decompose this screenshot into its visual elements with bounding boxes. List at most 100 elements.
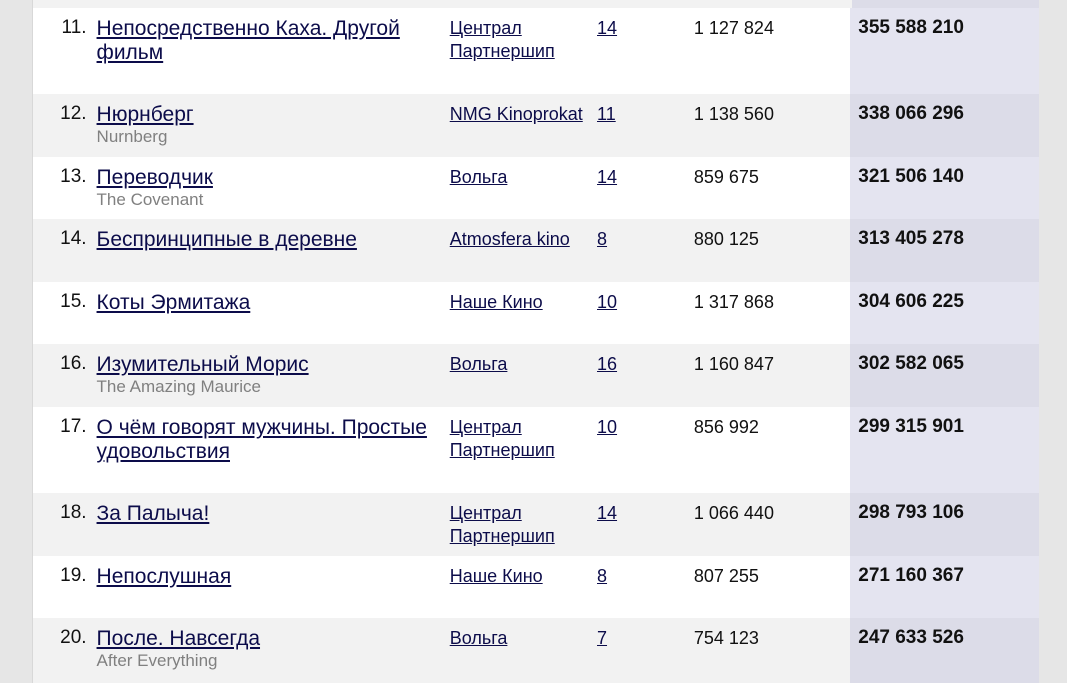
weeks-link[interactable]: 10 bbox=[597, 292, 618, 312]
gross-cell: 338 066 296 bbox=[850, 94, 1039, 157]
viewers-cell: 807 255 bbox=[693, 556, 851, 618]
table-row: 18. За Палыча! Централ Партнершип 14 1 0… bbox=[33, 493, 1039, 556]
gross-column-band bbox=[852, 0, 1039, 8]
rank-cell: 14. bbox=[33, 219, 96, 282]
title-cell: Непосредственно Каха. Другой фильм bbox=[95, 8, 450, 94]
rank-cell: 15. bbox=[33, 282, 96, 344]
viewers-cell: 1 160 847 bbox=[693, 344, 851, 407]
weeks-link[interactable]: 8 bbox=[597, 566, 608, 586]
distributor-link[interactable]: Централ Партнершип bbox=[449, 503, 555, 546]
title-cell: Переводчик The Covenant bbox=[95, 157, 450, 219]
distributor-link[interactable]: Наше Кино bbox=[449, 292, 543, 312]
viewers-value: 1 160 847 bbox=[693, 354, 774, 374]
distributor-link[interactable]: Централ Партнершип bbox=[449, 18, 555, 61]
weeks-cell: 10 bbox=[597, 282, 694, 344]
distributor-link[interactable]: NMG Kinoprokat bbox=[449, 104, 583, 124]
film-title-link[interactable]: Переводчик bbox=[96, 166, 213, 189]
distributor-cell: Централ Партнершип bbox=[449, 8, 598, 94]
box-office-table: 11. Непосредственно Каха. Другой фильм Ц… bbox=[33, 8, 1039, 683]
distributor-link[interactable]: Atmosfera kino bbox=[449, 229, 570, 249]
weeks-link[interactable]: 10 bbox=[597, 417, 618, 437]
gross-cell: 304 606 225 bbox=[850, 282, 1039, 344]
weeks-link[interactable]: 16 bbox=[597, 354, 618, 374]
table-row: 12. Нюрнберг Nurnberg NMG Kinoprokat 11 1… bbox=[33, 94, 1039, 157]
rank-cell: 13. bbox=[33, 157, 96, 219]
viewers-value: 859 675 bbox=[693, 167, 759, 187]
distributor-link[interactable]: Наше Кино bbox=[449, 566, 543, 586]
film-title-link[interactable]: Коты Эрмитажа bbox=[96, 291, 251, 314]
viewers-value: 807 255 bbox=[693, 566, 759, 586]
title-cell: Непослушная bbox=[95, 556, 450, 618]
rank-cell: 12. bbox=[33, 94, 96, 157]
weeks-cell: 14 bbox=[597, 8, 694, 94]
distributor-cell: Централ Партнершип bbox=[449, 407, 598, 493]
viewers-value: 1 138 560 bbox=[693, 104, 774, 124]
viewers-cell: 859 675 bbox=[693, 157, 851, 219]
distributor-link[interactable]: Вольга bbox=[449, 628, 508, 648]
distributor-cell: Наше Кино bbox=[449, 556, 598, 618]
weeks-cell: 10 bbox=[597, 407, 694, 493]
weeks-cell: 11 bbox=[597, 94, 694, 157]
weeks-link[interactable]: 14 bbox=[597, 503, 618, 523]
viewers-cell: 1 317 868 bbox=[693, 282, 851, 344]
film-title-link[interactable]: Непослушная bbox=[96, 565, 232, 588]
viewers-cell: 880 125 bbox=[693, 219, 851, 282]
weeks-link[interactable]: 11 bbox=[597, 104, 616, 124]
gross-cell: 299 315 901 bbox=[850, 407, 1039, 493]
distributor-cell: Atmosfera kino bbox=[449, 219, 598, 282]
gross-cell: 298 793 106 bbox=[850, 493, 1039, 556]
weeks-link[interactable]: 14 bbox=[597, 18, 618, 38]
viewers-value: 1 317 868 bbox=[693, 292, 774, 312]
distributor-cell: Наше Кино bbox=[449, 282, 598, 344]
film-title-link[interactable]: Беспринципные в деревне bbox=[96, 228, 357, 251]
table-row: 19. Непослушная Наше Кино 8 807 255 271 … bbox=[33, 556, 1039, 618]
original-title: Nurnberg bbox=[96, 127, 168, 146]
table-row: 15. Коты Эрмитажа Наше Кино 10 1 317 868… bbox=[33, 282, 1039, 344]
viewers-value: 1 066 440 bbox=[693, 503, 774, 523]
distributor-cell: NMG Kinoprokat bbox=[449, 94, 598, 157]
weeks-cell: 14 bbox=[597, 493, 694, 556]
rank-cell: 17. bbox=[33, 407, 96, 493]
distributor-link[interactable]: Вольга bbox=[449, 167, 508, 187]
original-title: The Amazing Maurice bbox=[96, 377, 261, 396]
gross-cell: 302 582 065 bbox=[850, 344, 1039, 407]
viewers-value: 1 127 824 bbox=[693, 18, 774, 38]
rank-cell: 18. bbox=[33, 493, 96, 556]
gross-cell: 247 633 526 bbox=[850, 618, 1039, 683]
film-title-link[interactable]: Непосредственно Каха. Другой фильм bbox=[96, 17, 400, 64]
table-row: 14. Беспринципные в деревне Atmosfera ki… bbox=[33, 219, 1039, 282]
film-title-link[interactable]: Нюрнберг bbox=[96, 103, 194, 126]
film-title-link[interactable]: После. Навсегда bbox=[96, 627, 261, 650]
table-row: 11. Непосредственно Каха. Другой фильм Ц… bbox=[33, 8, 1039, 94]
title-cell: Нюрнберг Nurnberg bbox=[95, 94, 450, 157]
original-title: The Covenant bbox=[96, 190, 204, 209]
table-row: 20. После. Навсегда After Everything Воль… bbox=[33, 618, 1039, 683]
table-row: 13. Переводчик The Covenant Вольга 14 859… bbox=[33, 157, 1039, 219]
gross-cell: 321 506 140 bbox=[850, 157, 1039, 219]
film-title-link[interactable]: За Палыча! bbox=[96, 502, 210, 525]
viewers-cell: 1 066 440 bbox=[693, 493, 851, 556]
rank-cell: 16. bbox=[33, 344, 96, 407]
distributor-link[interactable]: Вольга bbox=[449, 354, 508, 374]
viewers-value: 754 123 bbox=[693, 628, 759, 648]
title-cell: Коты Эрмитажа bbox=[95, 282, 450, 344]
original-title: After Everything bbox=[96, 651, 218, 670]
weeks-cell: 8 bbox=[597, 556, 694, 618]
weeks-link[interactable]: 8 bbox=[597, 229, 608, 249]
viewers-cell: 856 992 bbox=[693, 407, 851, 493]
gross-cell: 271 160 367 bbox=[850, 556, 1039, 618]
previous-row-edge bbox=[33, 0, 1039, 8]
weeks-link[interactable]: 7 bbox=[597, 628, 608, 648]
title-cell: О чём говорят мужчины. Простые удовольст… bbox=[95, 407, 450, 493]
viewers-value: 856 992 bbox=[693, 417, 759, 437]
rank-cell: 11. bbox=[33, 8, 96, 94]
gross-cell: 313 405 278 bbox=[850, 219, 1039, 282]
film-title-link[interactable]: О чём говорят мужчины. Простые удовольст… bbox=[96, 416, 427, 463]
table-row: 16. Изумительный Морис The Amazing Mauric… bbox=[33, 344, 1039, 407]
viewers-cell: 754 123 bbox=[693, 618, 851, 683]
weeks-cell: 7 bbox=[597, 618, 694, 683]
rank-cell: 20. bbox=[33, 618, 96, 683]
distributor-link[interactable]: Централ Партнершип bbox=[449, 417, 555, 460]
film-title-link[interactable]: Изумительный Морис bbox=[96, 353, 309, 376]
weeks-link[interactable]: 14 bbox=[597, 167, 618, 187]
